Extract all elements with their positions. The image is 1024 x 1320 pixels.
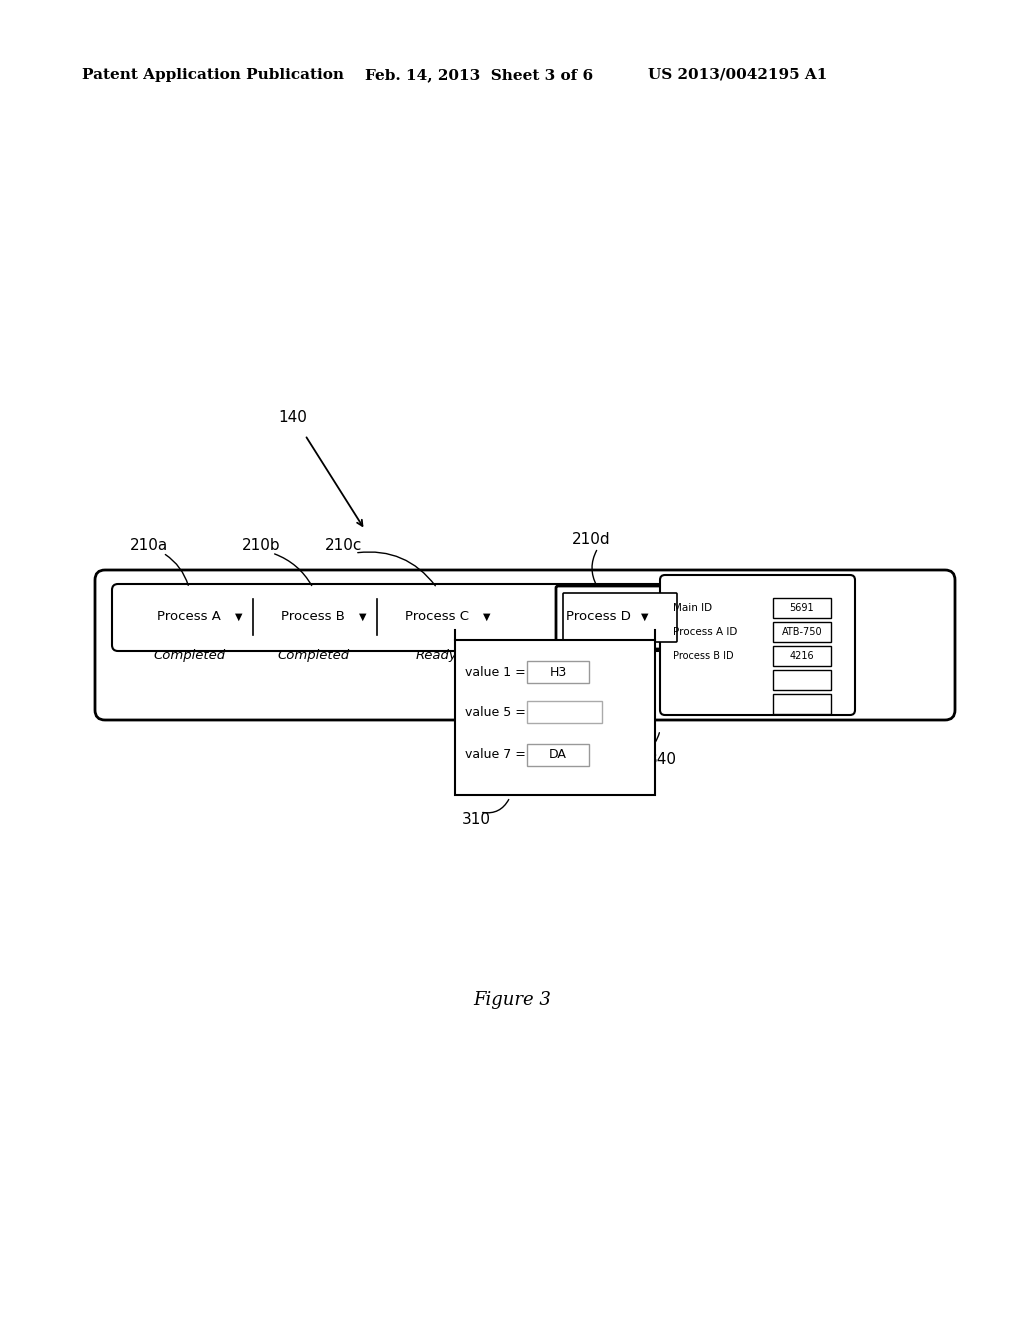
Text: 210b: 210b: [242, 537, 281, 553]
Text: H3: H3: [549, 665, 566, 678]
FancyBboxPatch shape: [95, 570, 955, 719]
Text: 4216: 4216: [790, 651, 814, 661]
Text: Completed: Completed: [276, 648, 349, 661]
Text: ▼: ▼: [641, 612, 649, 622]
Text: Main ID: Main ID: [673, 603, 712, 612]
Bar: [773, 671, 831, 690]
Text: Feb. 14, 2013  Sheet 3 of 6: Feb. 14, 2013 Sheet 3 of 6: [365, 69, 593, 82]
Text: Ready: Ready: [416, 648, 458, 661]
Text: 210d: 210d: [572, 532, 610, 548]
Text: value 5 =: value 5 =: [465, 705, 526, 718]
FancyBboxPatch shape: [112, 583, 664, 651]
Text: 320: 320: [590, 663, 622, 681]
FancyBboxPatch shape: [556, 586, 684, 649]
Text: Process A ID: Process A ID: [673, 627, 737, 638]
Text: 140: 140: [278, 411, 307, 425]
Bar: [773, 694, 831, 714]
Bar: [527, 744, 589, 766]
Text: Process A: Process A: [157, 610, 221, 623]
Text: Figure 3: Figure 3: [473, 991, 551, 1008]
Text: ▼: ▼: [483, 612, 490, 622]
Text: Process C: Process C: [406, 610, 469, 623]
Bar: [773, 645, 831, 667]
Text: Patent Application Publication: Patent Application Publication: [82, 69, 344, 82]
Bar: [527, 661, 589, 682]
Text: Completed: Completed: [153, 648, 225, 661]
Text: 330: 330: [590, 704, 622, 721]
Text: Process D: Process D: [565, 610, 631, 623]
Text: 310: 310: [462, 813, 490, 828]
Text: value 7 =: value 7 =: [465, 748, 526, 762]
Text: ▼: ▼: [359, 612, 367, 622]
Text: Process B ID: Process B ID: [673, 651, 733, 661]
Text: Process B: Process B: [281, 610, 345, 623]
Bar: [773, 622, 831, 642]
Text: 210a: 210a: [130, 537, 168, 553]
Text: ▼: ▼: [236, 612, 243, 622]
Text: 5691: 5691: [790, 603, 814, 612]
FancyBboxPatch shape: [660, 576, 855, 715]
Bar: [455, 640, 655, 795]
Text: value 1 =: value 1 =: [465, 665, 525, 678]
Text: ATB-750: ATB-750: [781, 627, 822, 638]
Text: US 2013/0042195 A1: US 2013/0042195 A1: [648, 69, 827, 82]
Text: 210c: 210c: [325, 537, 362, 553]
FancyBboxPatch shape: [563, 593, 677, 642]
Text: 340: 340: [648, 752, 677, 767]
Text: DA: DA: [549, 748, 567, 762]
Bar: [527, 701, 602, 723]
Bar: [773, 598, 831, 618]
